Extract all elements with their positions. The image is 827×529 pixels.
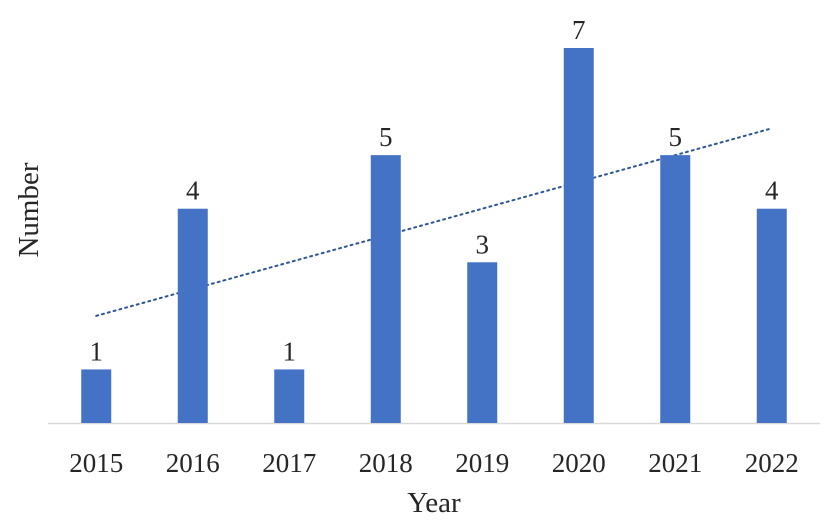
x-tick-label-2015: 2015: [69, 448, 123, 478]
bar-2020: [563, 48, 594, 423]
x-tick-label-group: 2015 2016 2017 2018 2019 2020 2021 2022: [69, 448, 799, 478]
bar-2017: [274, 369, 305, 423]
trendline: [95, 127, 773, 317]
x-tick-label-2016: 2016: [166, 448, 220, 478]
data-label-2018: 5: [379, 122, 393, 152]
bar-2019: [467, 262, 498, 423]
data-label-2017: 1: [283, 336, 297, 366]
data-label-2019: 3: [476, 229, 490, 259]
data-label-2020: 7: [572, 15, 586, 45]
x-tick-label-2022: 2022: [745, 448, 799, 478]
y-axis-title: Number: [13, 162, 45, 257]
bar-2016: [177, 208, 208, 423]
data-label-2016: 4: [186, 176, 200, 206]
x-tick-label-2019: 2019: [455, 448, 509, 478]
data-label-2021: 5: [669, 122, 683, 152]
x-tick-label-2020: 2020: [552, 448, 606, 478]
x-axis-title: Year: [407, 487, 461, 519]
bar-2015: [81, 369, 112, 423]
data-label-2015: 1: [90, 336, 104, 366]
x-tick-label-2021: 2021: [648, 448, 702, 478]
bar-2022: [756, 208, 787, 423]
bar-group: [81, 48, 787, 423]
bar-2018: [370, 155, 401, 423]
data-label-group: 1 4 1 5 3 7 5 4: [90, 15, 780, 366]
bar-2021: [660, 155, 691, 423]
x-tick-label-2017: 2017: [262, 448, 316, 478]
data-label-2022: 4: [765, 176, 779, 206]
x-tick-label-2018: 2018: [359, 448, 413, 478]
